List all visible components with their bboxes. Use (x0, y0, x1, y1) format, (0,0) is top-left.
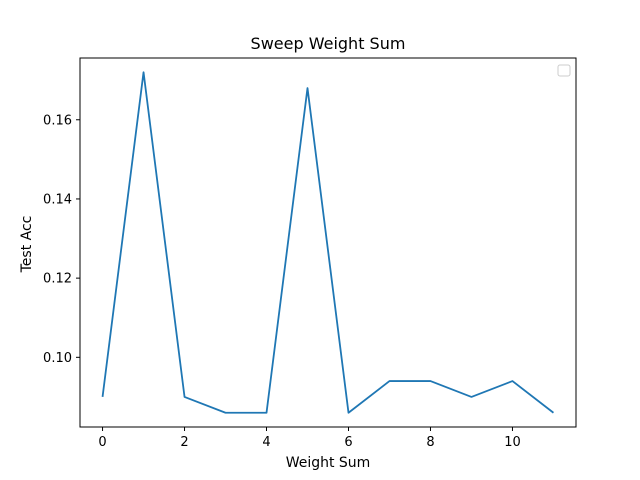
x-tick-label: 6 (344, 435, 352, 450)
y-tick-label: 0.16 (43, 113, 72, 128)
x-axis: 0 2 4 6 8 10 (98, 427, 521, 450)
x-tick-label: 8 (426, 435, 434, 450)
y-tick-label: 0.14 (43, 192, 72, 207)
x-axis-label: Weight Sum (286, 455, 371, 471)
y-axis: 0.10 0.12 0.14 0.16 (43, 113, 80, 366)
y-tick-label: 0.12 (43, 272, 72, 287)
legend-box (557, 64, 571, 77)
plot-frame (79, 57, 577, 428)
x-tick-label: 4 (262, 435, 270, 450)
y-axis-label: Test Acc (19, 216, 35, 274)
series-line (101, 71, 555, 414)
chart-title: Sweep Weight Sum (251, 34, 406, 53)
x-tick-label: 10 (504, 435, 521, 450)
x-tick-label: 0 (98, 435, 106, 450)
y-tick-label: 0.10 (43, 351, 72, 366)
plot-area (79, 57, 577, 428)
x-tick-label: 2 (180, 435, 188, 450)
